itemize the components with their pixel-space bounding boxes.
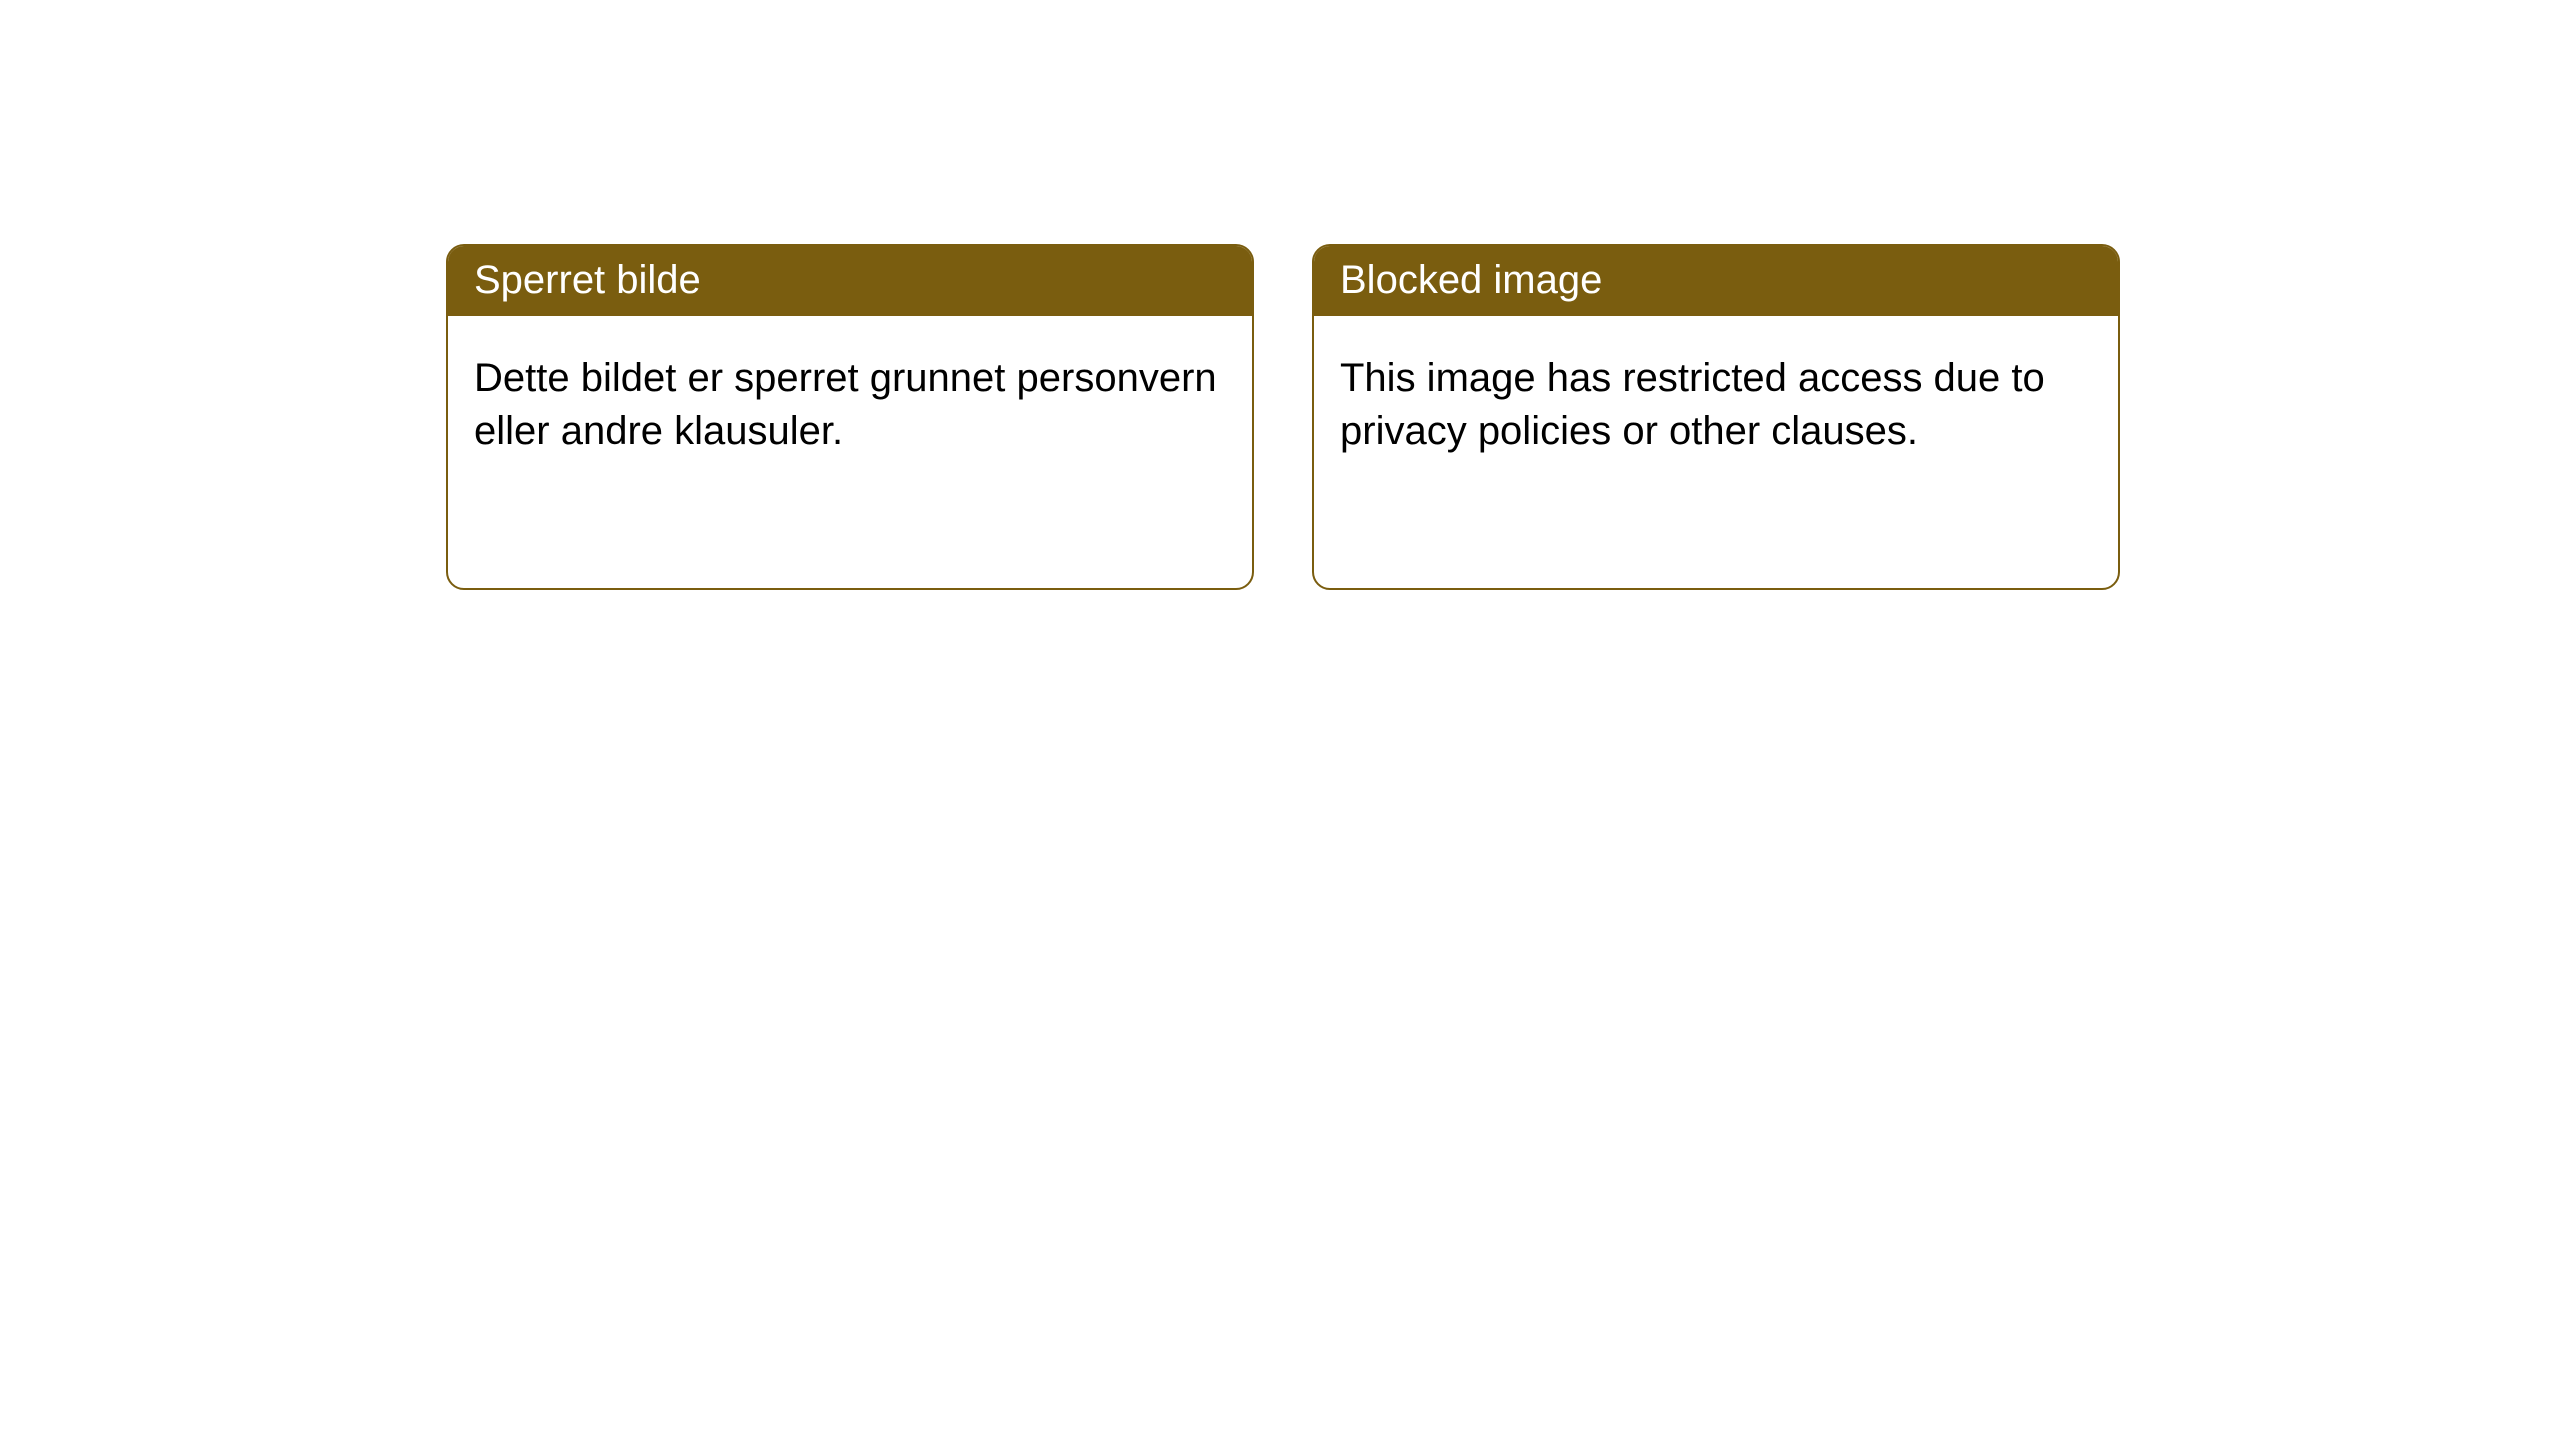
blocked-image-card-english: Blocked image This image has restricted … [1312,244,2120,590]
card-body-english: This image has restricted access due to … [1314,316,2118,588]
card-header-norwegian: Sperret bilde [448,246,1252,316]
card-body-norwegian: Dette bildet er sperret grunnet personve… [448,316,1252,588]
blocked-image-card-norwegian: Sperret bilde Dette bildet er sperret gr… [446,244,1254,590]
card-header-english: Blocked image [1314,246,2118,316]
notice-container: Sperret bilde Dette bildet er sperret gr… [0,0,2560,590]
